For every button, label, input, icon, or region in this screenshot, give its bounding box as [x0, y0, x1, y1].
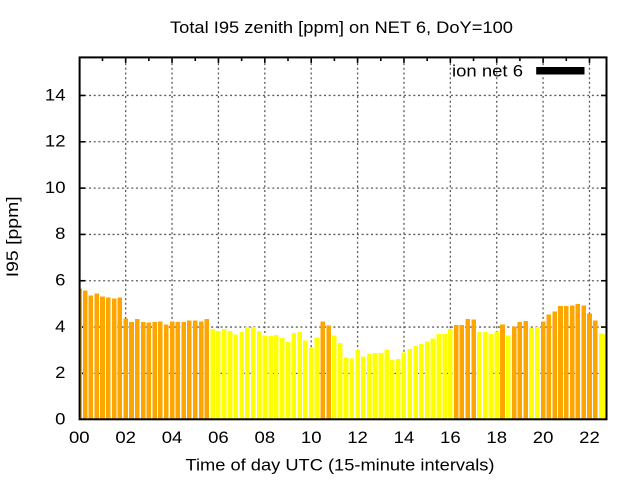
svg-text:I95 [ppm]: I95 [ppm]: [4, 196, 22, 277]
svg-text:16: 16: [440, 429, 461, 447]
svg-text:ion net 6: ion net 6: [452, 62, 523, 80]
svg-text:18: 18: [486, 429, 507, 447]
svg-text:20: 20: [533, 429, 554, 447]
svg-text:2: 2: [55, 364, 65, 382]
svg-text:06: 06: [208, 429, 229, 447]
svg-text:14: 14: [45, 86, 66, 104]
svg-text:08: 08: [255, 429, 276, 447]
svg-text:00: 00: [69, 429, 90, 447]
svg-text:Time of day UTC (15-minute int: Time of day UTC (15-minute intervals): [186, 457, 495, 475]
svg-text:10: 10: [301, 429, 322, 447]
svg-text:4: 4: [55, 318, 65, 336]
svg-text:6: 6: [55, 272, 65, 290]
svg-text:22: 22: [579, 429, 600, 447]
svg-text:04: 04: [162, 429, 183, 447]
svg-text:14: 14: [394, 429, 415, 447]
svg-text:02: 02: [115, 429, 136, 447]
svg-text:10: 10: [45, 179, 66, 197]
svg-text:8: 8: [55, 225, 65, 243]
svg-text:Total I95 zenith [ppm] on NET: Total I95 zenith [ppm] on NET 6, DoY=100: [170, 19, 513, 37]
svg-text:12: 12: [45, 133, 66, 151]
svg-text:0: 0: [55, 411, 65, 429]
svg-text:12: 12: [347, 429, 368, 447]
